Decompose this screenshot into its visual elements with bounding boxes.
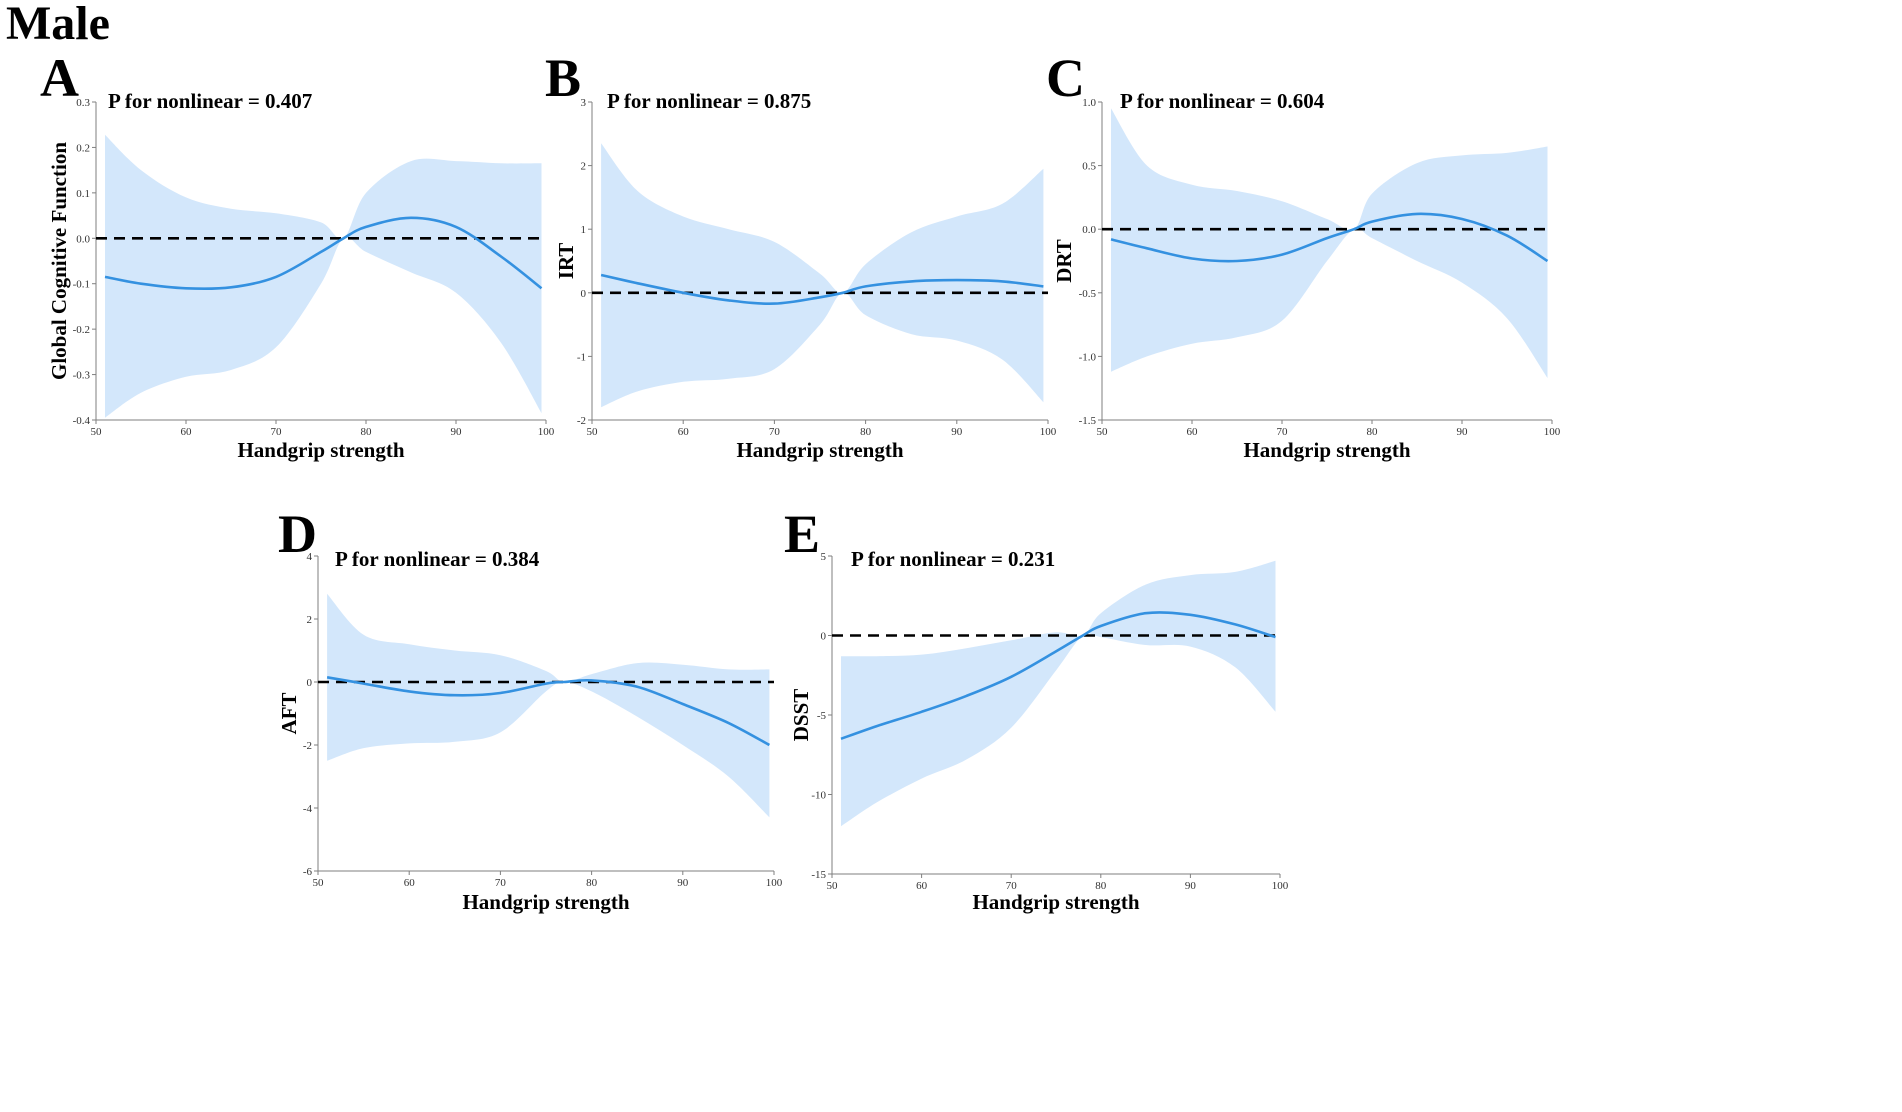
figure-title: Male [6, 0, 110, 50]
panel-a-p-value: P for nonlinear = 0.407 [108, 89, 312, 113]
panel-a-fit-line [104, 216, 543, 291]
panel-d-xtick-label: 90 [677, 877, 689, 889]
panel-b: -2 -1 0 1 2 3 50 60 70 80 90 100 B P for nonlinear = … [545, 48, 1057, 462]
panel-d-ytick-label: 0 [307, 677, 313, 689]
panel-c-xtick-label: 70 [1277, 426, 1289, 438]
panel-d: -6 -4 -2 0 2 4 50 60 70 80 90 100 D P for nonlinear =… [277, 504, 783, 914]
panel-a-ytick-label: 0.0 [76, 233, 90, 245]
panel-b-x-label: Handgrip strength [736, 438, 903, 462]
panel-e-ytick-label: -5 [817, 710, 827, 722]
panel-b-xtick-label: 90 [951, 426, 963, 438]
panel-a-xtick-label: 60 [181, 426, 193, 438]
panel-c-y-label: DRT [1052, 239, 1076, 283]
panel-b-xtick-label: 70 [769, 426, 781, 438]
panel-d-xtick-label: 80 [586, 877, 598, 889]
panel-e-ci-band [841, 560, 1276, 827]
panel-a-xtick-label: 50 [91, 426, 103, 438]
panel-c-xtick-label: 90 [1457, 426, 1469, 438]
panel-b-ytick-label: 3 [581, 97, 587, 109]
panel-e-ytick-label: -15 [811, 869, 826, 881]
panel-b-ytick-label: -1 [577, 351, 586, 363]
panel-a-x-label: Handgrip strength [237, 438, 404, 462]
panel-e-p-value: P for nonlinear = 0.231 [851, 547, 1055, 571]
panel-c-xtick-label: 60 [1187, 426, 1199, 438]
panel-b-p-value: P for nonlinear = 0.875 [607, 89, 811, 113]
panel-d-xtick-label: 70 [495, 877, 507, 889]
panel-d-x-label: Handgrip strength [462, 890, 629, 914]
panel-c-p-value: P for nonlinear = 0.604 [1120, 89, 1325, 113]
panel-d-ytick-label: -4 [303, 803, 313, 815]
panel-a-letter: A [40, 48, 79, 108]
panel-e-xtick-label: 80 [1095, 880, 1107, 892]
panel-e-ytick-label: 0 [821, 631, 827, 643]
panel-e-fit-line [840, 611, 1276, 741]
panel-a-ytick-label: 0.2 [76, 142, 90, 154]
panel-a-ytick-label: 0.3 [76, 97, 90, 109]
panel-a-xtick-label: 100 [538, 426, 555, 438]
panel-e-xtick-label: 100 [1272, 880, 1289, 892]
panel-b-xtick-label: 80 [860, 426, 872, 438]
panel-c-ytick-label: -1.0 [1079, 351, 1097, 363]
panel-b-fit-line [600, 273, 1044, 305]
panel-c-ci-band [1111, 108, 1548, 379]
panel-c-xtick-label: 80 [1367, 426, 1379, 438]
panel-c-letter: C [1046, 48, 1085, 108]
panel-a-ytick-label: -0.2 [73, 324, 90, 336]
panel-d-xtick-label: 100 [766, 877, 783, 889]
panel-c-ytick-label: 0.5 [1082, 161, 1096, 173]
panel-a-ytick-label: -0.3 [73, 370, 91, 382]
panel-b-xtick-label: 100 [1040, 426, 1057, 438]
panel-b-ci-band [601, 143, 1044, 408]
panel-e-y-label: DSST [789, 689, 813, 742]
panel-d-ytick-label: -6 [303, 866, 313, 878]
panel-e-x-label: Handgrip strength [972, 890, 1139, 914]
panel-c-x-label: Handgrip strength [1243, 438, 1410, 462]
panel-a: -0.4 -0.3 -0.2 -0.1 0.0 0.1 0.2 0.3 50 60 70 80 90 10… [40, 48, 555, 462]
panel-e-ytick-label: -10 [811, 790, 826, 802]
panel-e-xtick-label: 60 [916, 880, 928, 892]
panel-b-letter: B [545, 48, 581, 108]
panel-c-ytick-label: -1.5 [1079, 415, 1097, 427]
panel-d-p-value: P for nonlinear = 0.384 [335, 547, 540, 571]
panel-b-xtick-label: 50 [587, 426, 599, 438]
panel-b-y-label: IRT [554, 243, 578, 280]
panel-d-y-label: AFT [277, 693, 301, 735]
panel-a-xtick-label: 90 [451, 426, 463, 438]
panel-c-xtick-label: 100 [1544, 426, 1561, 438]
panel-c: -1.5 -1.0 -0.5 0.0 0.5 1.0 50 60 70 80 90 100 C P for… [1046, 48, 1561, 462]
panel-c-xtick-label: 50 [1097, 426, 1109, 438]
panel-b-ytick-label: 1 [581, 224, 587, 236]
panel-c-ytick-label: 1.0 [1082, 97, 1096, 109]
panel-c-ytick-label: 0.0 [1082, 224, 1096, 236]
panel-a-y-label: Global Cognitive Function [47, 142, 71, 380]
panel-e-xtick-label: 50 [827, 880, 839, 892]
panel-b-ytick-label: 0 [581, 288, 587, 300]
panel-a-ytick-label: -0.1 [73, 279, 90, 291]
panel-c-fit-line [1110, 212, 1549, 263]
panel-e-letter: E [784, 504, 820, 564]
panel-e: -15 -10 -5 0 5 50 60 70 80 90 100 E P for nonlinear … [784, 504, 1289, 914]
panel-e-ytick-label: 5 [821, 551, 827, 563]
panel-d-letter: D [278, 504, 317, 564]
panel-d-ytick-label: 2 [307, 614, 313, 626]
panel-d-ytick-label: 4 [307, 551, 313, 563]
panel-d-xtick-label: 50 [313, 877, 325, 889]
panel-d-ytick-label: -2 [303, 740, 312, 752]
panel-d-ci-band [327, 593, 770, 818]
panel-a-ytick-label: -0.4 [73, 415, 91, 427]
panel-a-ytick-label: 0.1 [76, 188, 90, 200]
panel-c-ytick-label: -0.5 [1079, 288, 1097, 300]
panel-a-ci-band [105, 134, 542, 418]
panel-d-fit-line [326, 676, 771, 747]
panel-a-xtick-label: 80 [361, 426, 373, 438]
panel-a-xtick-label: 70 [271, 426, 283, 438]
panel-b-ytick-label: 2 [581, 161, 587, 173]
panel-e-xtick-label: 70 [1006, 880, 1018, 892]
panel-e-xtick-label: 90 [1185, 880, 1197, 892]
panel-b-ytick-label: -2 [577, 415, 586, 427]
panel-b-xtick-label: 60 [678, 426, 690, 438]
panel-d-xtick-label: 60 [404, 877, 416, 889]
